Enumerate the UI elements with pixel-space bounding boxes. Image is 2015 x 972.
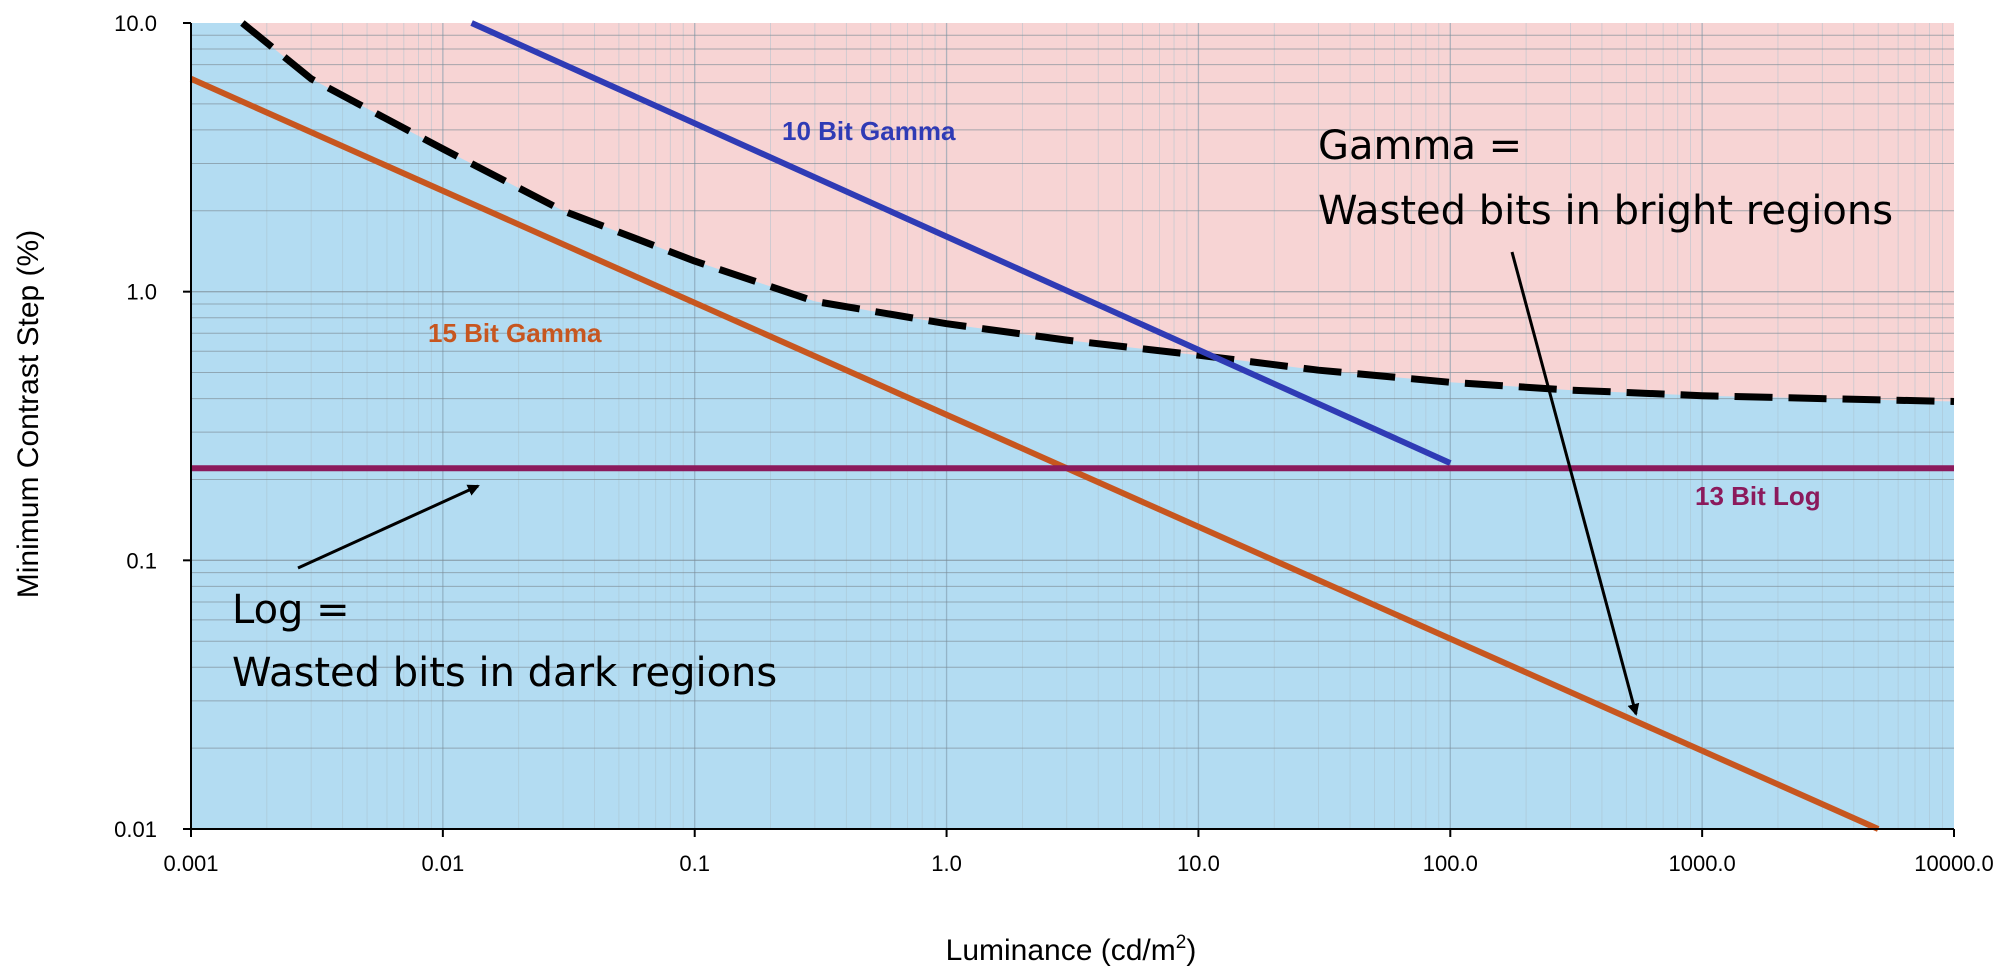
region-below-threshold: [191, 23, 1954, 829]
x-tick-label: 100.0: [1423, 851, 1478, 876]
y-tick-label: 10.0: [114, 11, 157, 36]
plot-regions: [191, 23, 1954, 829]
y-tick-label: 1.0: [126, 280, 157, 305]
y-tick-label: 0.1: [126, 548, 157, 573]
series-line-0: [240, 20, 1955, 405]
series-label-15-bit-gamma: 15 Bit Gamma: [428, 318, 602, 348]
x-tick-label: 10000.0: [1914, 851, 1994, 876]
y-tick-label: 0.01: [114, 817, 157, 842]
axes: 0.001 0.01 0.1 1.0 10.0 100.0 1000.0 10000.00.0…: [114, 11, 1994, 876]
annotations: Gamma = Wasted bits in bright regions Lo…: [232, 123, 1893, 716]
annotation-log-line1: Log =: [232, 587, 350, 633]
grid-lines: [190, 23, 1954, 830]
x-tick-label: 1.0: [931, 851, 962, 876]
series-labels: 10 Bit Gamma 15 Bit Gamma 13 Bit Log: [428, 116, 1821, 511]
annotation-gamma-arrow: [1510, 251, 1640, 716]
series-label-10-bit-gamma: 10 Bit Gamma: [782, 116, 956, 146]
annotation-log-line2: Wasted bits in dark regions: [232, 650, 777, 696]
x-tick-label: 0.001: [163, 851, 218, 876]
series-label-13-bit-log: 13 Bit Log: [1695, 481, 1821, 511]
x-tick-label: 1000.0: [1668, 851, 1735, 876]
x-tick-label: 0.01: [421, 851, 464, 876]
x-axis-title: Luminance (cd/m2): [946, 932, 1197, 967]
series-lines: [189, 20, 1955, 832]
x-tick-label: 0.1: [679, 851, 710, 876]
x-tick-label: 10.0: [1177, 851, 1220, 876]
annotation-log-arrow: [297, 484, 480, 570]
y-axis-title: Minimum Contrast Step (%): [12, 230, 45, 598]
annotation-gamma-line2: Wasted bits in bright regions: [1318, 188, 1893, 234]
series-line-2: [189, 76, 1880, 832]
series-line-1: [470, 20, 1452, 466]
annotation-gamma-line1: Gamma =: [1318, 123, 1522, 169]
